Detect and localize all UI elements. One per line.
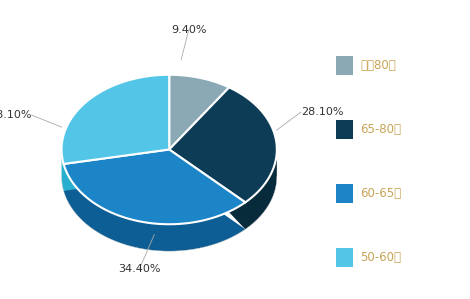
Polygon shape [63,150,245,224]
Polygon shape [62,150,169,191]
Text: 50-60元: 50-60元 [360,251,401,264]
FancyBboxPatch shape [336,184,353,203]
Polygon shape [169,150,277,229]
Polygon shape [169,87,277,202]
Text: 65-80元: 65-80元 [360,123,401,136]
Text: 34.40%: 34.40% [118,264,161,274]
Polygon shape [63,150,245,251]
Text: 28.10%: 28.10% [301,107,343,117]
FancyBboxPatch shape [336,120,353,139]
FancyBboxPatch shape [336,248,353,267]
Polygon shape [62,75,169,164]
Text: 28.10%: 28.10% [0,110,31,120]
Text: 大于80元: 大于80元 [360,59,396,72]
Polygon shape [169,75,229,150]
Text: 60-65元: 60-65元 [360,187,401,200]
FancyBboxPatch shape [336,56,353,75]
Text: 9.40%: 9.40% [171,25,206,35]
